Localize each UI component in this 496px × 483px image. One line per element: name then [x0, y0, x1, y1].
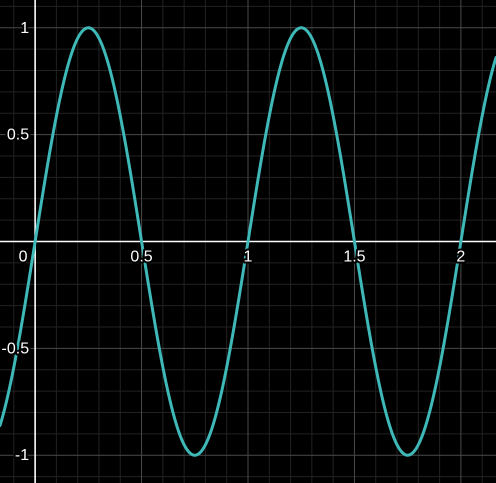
y-tick-label: 1 — [20, 20, 29, 37]
y-tick-label: 0.5 — [7, 127, 29, 144]
y-tick-label: -0.5 — [2, 340, 30, 357]
x-tick-label: 1 — [244, 249, 253, 266]
x-tick-label: 2 — [456, 249, 465, 266]
x-tick-label: 0.5 — [130, 249, 152, 266]
y-tick-label: -1 — [15, 447, 29, 464]
x-tick-label: 1.5 — [343, 249, 365, 266]
x-tick-label: 0 — [19, 249, 28, 266]
